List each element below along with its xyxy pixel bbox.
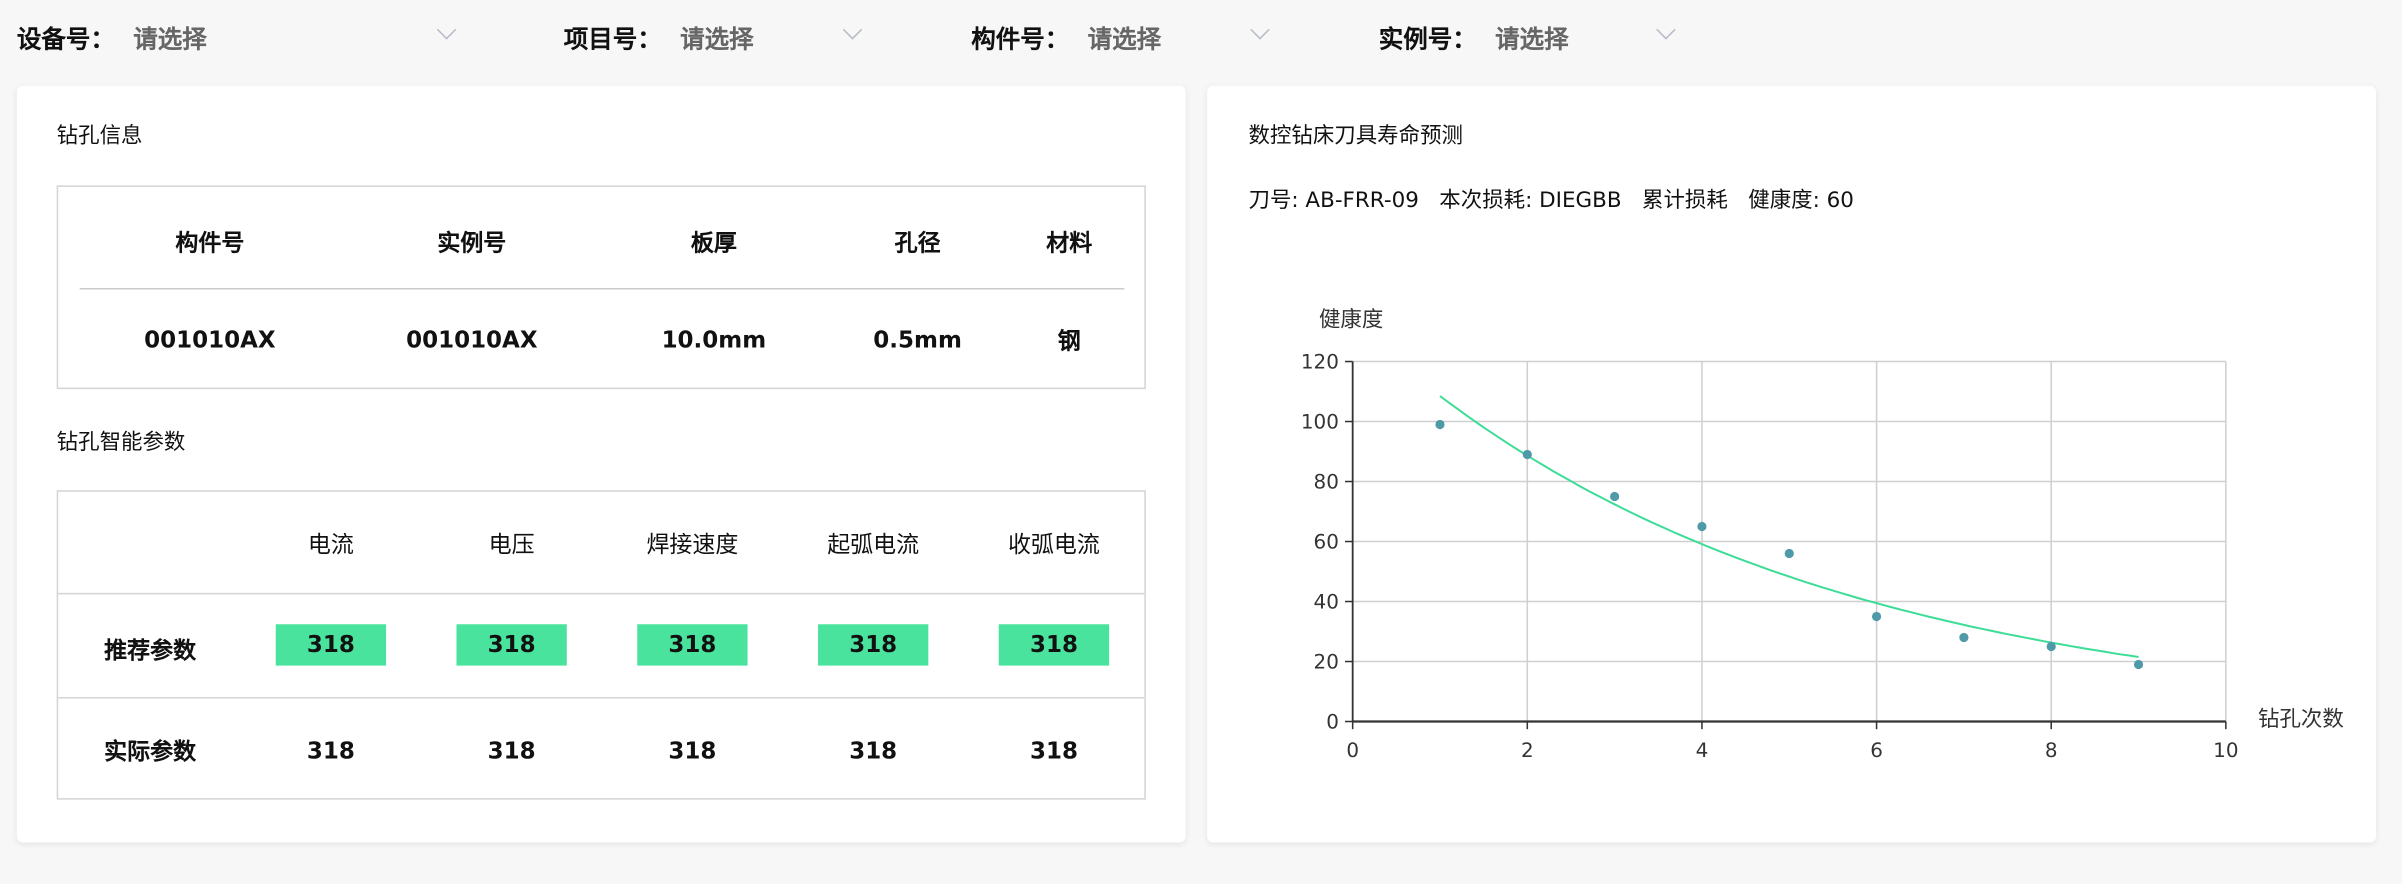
chevron-down-icon[interactable] bbox=[436, 20, 457, 40]
y-tick-label: 40 bbox=[1314, 590, 1339, 613]
divider bbox=[79, 287, 1125, 290]
y-tick-label: 120 bbox=[1301, 350, 1339, 373]
x-tick-label: 10 bbox=[2213, 739, 2238, 762]
cell-diameter: 0.5mm bbox=[873, 326, 962, 354]
y-axis-label: 健康度 bbox=[1319, 307, 1383, 332]
data-point bbox=[1697, 521, 1707, 532]
filter-component-label: 构件号： bbox=[971, 24, 1070, 54]
x-tick-label: 0 bbox=[1346, 739, 1359, 762]
col-header: 收弧电流 bbox=[1007, 530, 1100, 559]
actual-value: 318 bbox=[487, 736, 536, 765]
cell-component: 001010AX bbox=[144, 326, 276, 354]
y-tick-label: 80 bbox=[1314, 470, 1339, 493]
y-tick-label: 60 bbox=[1314, 530, 1339, 553]
data-point bbox=[1610, 491, 1620, 502]
col-header: 材料 bbox=[1046, 229, 1093, 257]
col-header: 孔径 bbox=[894, 229, 941, 257]
row-label-actual: 实际参数 bbox=[104, 737, 197, 766]
recommended-value: 318 bbox=[637, 624, 748, 666]
filter-component-select[interactable]: 请选择 bbox=[1087, 24, 1162, 54]
filter-instance-select[interactable]: 请选择 bbox=[1495, 24, 1569, 54]
filter-instance-label: 实例号： bbox=[1378, 24, 1477, 54]
recommended-value: 318 bbox=[456, 624, 567, 666]
y-tick-label: 100 bbox=[1301, 410, 1339, 433]
filter-project-select[interactable]: 请选择 bbox=[680, 24, 754, 54]
row-label-recommended: 推荐参数 bbox=[104, 636, 197, 665]
actual-value: 318 bbox=[306, 736, 355, 765]
y-tick-label: 20 bbox=[1314, 650, 1339, 673]
col-header: 电压 bbox=[488, 530, 535, 559]
recommended-value: 318 bbox=[818, 624, 929, 666]
data-point bbox=[1784, 548, 1794, 559]
col-header: 起弧电流 bbox=[827, 530, 920, 559]
prediction-info: 刀号: AB-FRR-09 本次损耗: DIEGBB 累计损耗 健康度: 60 bbox=[1248, 188, 1854, 213]
x-tick-label: 6 bbox=[1870, 739, 1883, 762]
drill-info-card: 钻孔信息 构件号 实例号 板厚 孔径 材料 001010AX 001010AX … bbox=[16, 85, 1186, 843]
cell-instance: 001010AX bbox=[406, 326, 538, 354]
data-point bbox=[1871, 611, 1882, 622]
filter-device-select[interactable]: 请选择 bbox=[133, 24, 207, 54]
chevron-down-icon[interactable] bbox=[1250, 20, 1270, 40]
actual-value: 318 bbox=[668, 736, 717, 765]
col-header: 焊接速度 bbox=[646, 530, 739, 559]
filter-project-label: 项目号： bbox=[563, 24, 662, 54]
recommended-value: 318 bbox=[998, 624, 1110, 666]
col-header: 实例号 bbox=[437, 229, 507, 257]
data-point bbox=[1522, 449, 1532, 460]
divider bbox=[58, 697, 1145, 699]
prediction-title: 数控钻床刀具寿命预测 bbox=[1248, 124, 1463, 149]
params-table: 电流 电压 焊接速度 起弧电流 收弧电流 推荐参数 318 318 318 31… bbox=[56, 490, 1146, 800]
recommended-value: 318 bbox=[275, 624, 387, 666]
data-point bbox=[1959, 632, 1969, 643]
prediction-card: 数控钻床刀具寿命预测 刀号: AB-FRR-09 本次损耗: DIEGBB 累计… bbox=[1207, 85, 2376, 843]
data-point bbox=[2046, 641, 2056, 652]
x-tick-label: 4 bbox=[1696, 739, 1709, 762]
y-tick-label: 0 bbox=[1326, 710, 1339, 733]
cell-thickness: 10.0mm bbox=[661, 326, 767, 354]
divider bbox=[58, 592, 1145, 595]
data-point bbox=[1435, 419, 1445, 430]
x-tick-label: 2 bbox=[1521, 739, 1534, 762]
col-header: 构件号 bbox=[175, 229, 245, 257]
actual-value: 318 bbox=[1029, 736, 1078, 765]
chevron-down-icon[interactable] bbox=[842, 20, 863, 40]
drill-info-table: 构件号 实例号 板厚 孔径 材料 001010AX 001010AX 10.0m… bbox=[56, 185, 1146, 390]
drill-info-title: 钻孔信息 bbox=[56, 124, 143, 149]
data-point bbox=[2133, 659, 2144, 670]
x-axis-label: 钻孔次数 bbox=[2258, 707, 2344, 732]
filter-device-label: 设备号： bbox=[16, 24, 115, 54]
trend-line bbox=[1439, 395, 2139, 659]
params-title: 钻孔智能参数 bbox=[56, 430, 186, 455]
actual-value: 318 bbox=[849, 736, 898, 765]
cell-material: 钢 bbox=[1057, 327, 1081, 355]
col-header: 电流 bbox=[307, 530, 354, 559]
x-tick-label: 8 bbox=[2045, 739, 2058, 762]
col-header: 板厚 bbox=[690, 229, 737, 257]
chevron-down-icon[interactable] bbox=[1656, 20, 1676, 40]
